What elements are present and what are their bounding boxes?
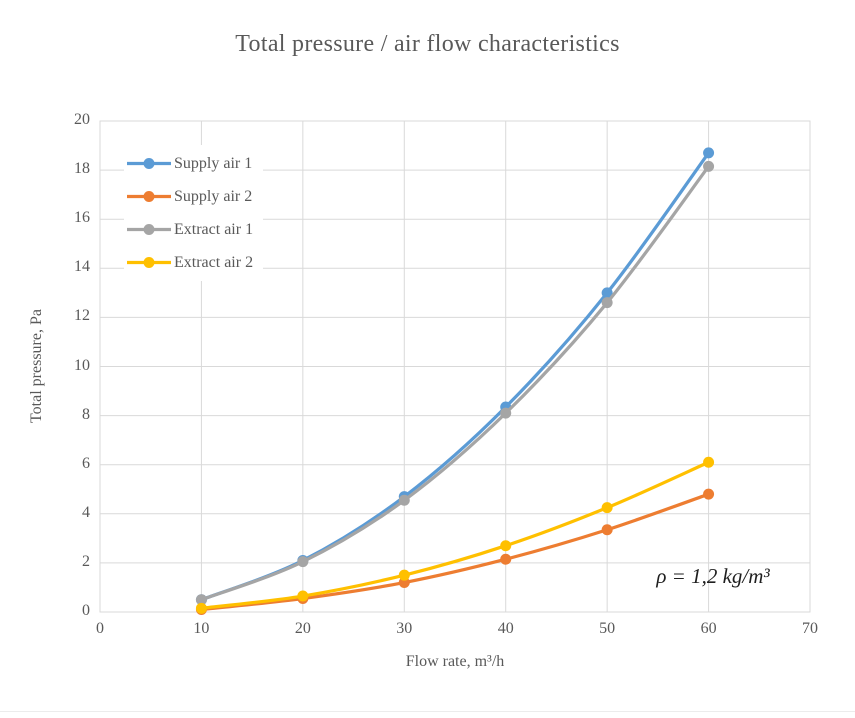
data-point — [500, 407, 512, 419]
data-point — [297, 590, 309, 602]
legend-swatch-icon — [127, 257, 171, 268]
y-tick-label: 8 — [82, 405, 90, 423]
x-tick-label: 20 — [294, 620, 311, 637]
y-tick-label: 6 — [82, 454, 90, 472]
legend-item: Supply air 1 — [126, 147, 253, 180]
data-point — [601, 297, 613, 309]
legend-label: Supply air 2 — [174, 187, 253, 205]
data-point — [500, 553, 512, 565]
y-tick-label: 20 — [74, 111, 90, 128]
x-tick-label: 40 — [497, 620, 514, 637]
x-tick-label: 60 — [700, 620, 717, 637]
bottom-divider — [0, 711, 855, 712]
y-tick-label: 18 — [74, 160, 90, 178]
legend-swatch-icon — [127, 191, 171, 202]
series-line-supply-air-1 — [199, 151, 711, 602]
data-point — [398, 494, 410, 506]
legend-swatch-icon — [127, 224, 171, 235]
legend-item: Extract air 1 — [126, 213, 253, 246]
legend: Supply air 1 Supply air 2 Extract air 1 Ext… — [124, 145, 264, 281]
y-tick-label: 0 — [82, 602, 90, 619]
data-point — [703, 456, 715, 468]
y-tick-label: 14 — [74, 258, 90, 276]
x-tick-label: 0 — [96, 620, 104, 637]
legend-item: Supply air 2 — [126, 180, 253, 213]
data-point — [703, 160, 715, 172]
x-tick-label: 70 — [802, 620, 818, 637]
y-tick-label: 16 — [74, 209, 90, 227]
x-tick-label: 30 — [396, 620, 413, 637]
legend-item: Extract air 2 — [126, 246, 253, 279]
legend-label: Supply air 1 — [174, 154, 253, 172]
data-point — [297, 556, 309, 568]
legend-swatch-icon — [127, 158, 171, 169]
x-axis-title: Flow rate, m³/h — [405, 653, 505, 670]
data-point — [195, 594, 207, 606]
series-line-extract-air-1 — [199, 164, 711, 602]
data-point — [195, 602, 207, 614]
x-tick-label: 10 — [193, 620, 210, 637]
data-point — [398, 569, 410, 581]
chart-title: Total pressure / air flow characteristic… — [235, 31, 620, 57]
y-tick-label: 10 — [74, 356, 90, 374]
data-point — [601, 502, 613, 514]
y-tick-label: 12 — [74, 307, 90, 325]
data-point — [703, 488, 715, 500]
density-annotation: ρ = 1,2 kg/m³ — [656, 564, 770, 588]
data-point — [601, 524, 613, 536]
data-point — [703, 147, 715, 159]
x-tick-label: 50 — [599, 620, 616, 637]
plot-border — [99, 120, 811, 613]
series-line-supply-air-2 — [199, 492, 711, 612]
legend-label: Extract air 1 — [174, 220, 254, 238]
series-line-extract-air-2 — [199, 460, 711, 610]
legend-label: Extract air 2 — [174, 253, 254, 271]
y-tick-label: 2 — [82, 552, 90, 570]
y-tick-label: 4 — [82, 503, 90, 521]
data-point — [601, 287, 613, 299]
data-point — [500, 540, 512, 552]
